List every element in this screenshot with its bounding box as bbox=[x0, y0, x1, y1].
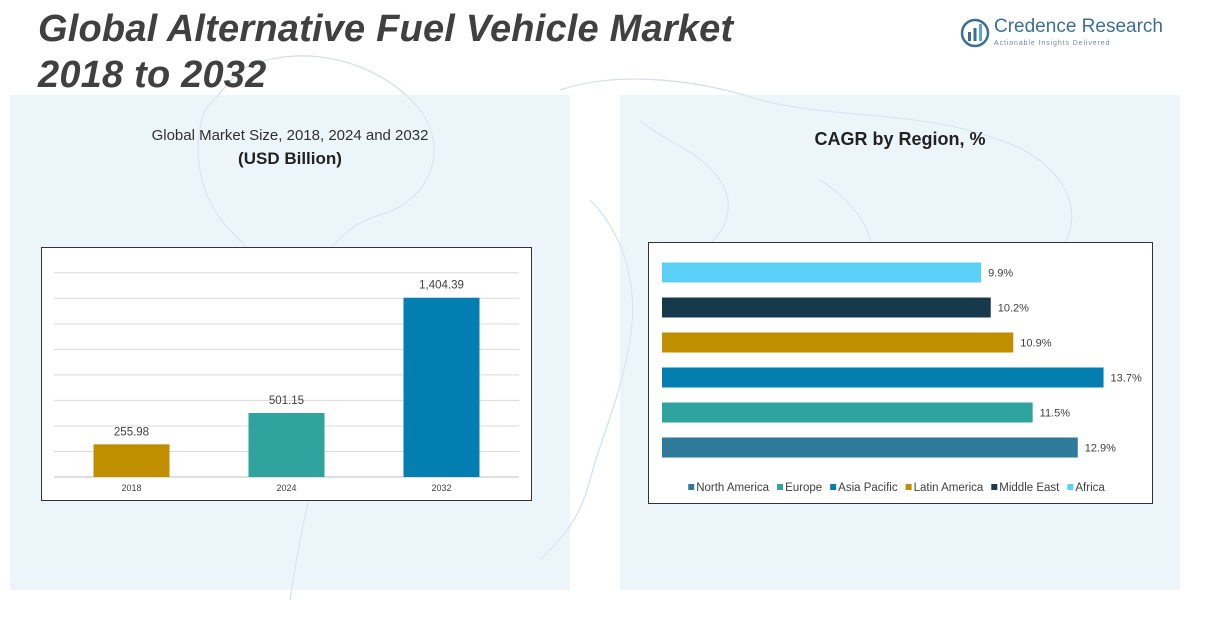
legend-swatch bbox=[777, 484, 784, 490]
bar-data-label: 501.15 bbox=[269, 395, 304, 407]
logo-name: Credence Research bbox=[994, 16, 1163, 37]
legend-label: Africa bbox=[1075, 482, 1105, 494]
legend-label: Latin America bbox=[914, 482, 984, 494]
market-size-chart: 255.98 2018 501.15 2024 1,404.39 2032 bbox=[41, 247, 532, 501]
hbar-data-label: 9.9% bbox=[988, 268, 1013, 280]
legend-swatch bbox=[688, 484, 695, 490]
legend-label: Middle East bbox=[999, 482, 1060, 494]
legend-label: Europe bbox=[785, 482, 822, 494]
cagr-chart: 9.9% 10.2% 10.9% 13.7% 11.5% 12.9% North Ameri… bbox=[648, 242, 1153, 504]
cagr-chart-svg: 9.9% 10.2% 10.9% 13.7% 11.5% 12.9% North Ameri… bbox=[662, 262, 1142, 494]
x-tick-label: 2018 bbox=[121, 483, 141, 493]
bar-data-label: 255.98 bbox=[114, 426, 149, 438]
legend-swatch bbox=[991, 484, 998, 490]
hbar-data-label: 12.9% bbox=[1085, 443, 1116, 455]
hbar-data-label: 10.2% bbox=[998, 303, 1029, 315]
logo-tagline: Actionable Insights Delivered bbox=[994, 40, 1111, 47]
hbar-africa bbox=[662, 262, 982, 283]
page-title-line2: 2018 to 2032 bbox=[38, 54, 267, 96]
hbar-data-label: 11.5% bbox=[1040, 408, 1071, 420]
bar-2018 bbox=[93, 444, 170, 477]
hbar-middle-east bbox=[662, 297, 991, 318]
legend-swatch bbox=[830, 484, 837, 490]
bar-2032 bbox=[403, 297, 480, 477]
cagr-title: CAGR by Region, % bbox=[814, 129, 986, 149]
legend: North America Europe Asia Pacific Latin Ame… bbox=[688, 482, 1105, 494]
market-size-title: Global Market Size, 2018, 2024 and 2032 bbox=[151, 127, 429, 144]
hbar-europe bbox=[662, 402, 1033, 423]
hbar-asia-pacific bbox=[662, 367, 1104, 388]
hbar-data-label: 10.9% bbox=[1020, 338, 1051, 350]
hbar-data-label: 13.7% bbox=[1111, 373, 1142, 385]
market-size-chart-svg: 255.98 2018 501.15 2024 1,404.39 2032 bbox=[54, 272, 519, 493]
hbar-north-america bbox=[662, 437, 1078, 458]
logo-mark-icon bbox=[960, 18, 990, 48]
legend-swatch bbox=[1067, 484, 1074, 490]
market-size-unit: (USD Billion) bbox=[238, 149, 342, 168]
company-logo: Credence Research Actionable Insights De… bbox=[960, 16, 1163, 52]
page-title: Global Alternative Fuel Vehicle Market 2… bbox=[38, 6, 733, 98]
legend-label: Asia Pacific bbox=[838, 482, 898, 494]
bar-2024 bbox=[248, 413, 325, 477]
legend-swatch bbox=[905, 484, 912, 490]
bar-data-label: 1,404.39 bbox=[419, 280, 464, 292]
x-tick-label: 2032 bbox=[431, 483, 451, 493]
legend-label: North America bbox=[696, 482, 769, 494]
hbar-latin-america bbox=[662, 332, 1014, 353]
x-tick-label: 2024 bbox=[276, 483, 296, 493]
page-title-line1: Global Alternative Fuel Vehicle Market bbox=[38, 8, 734, 50]
